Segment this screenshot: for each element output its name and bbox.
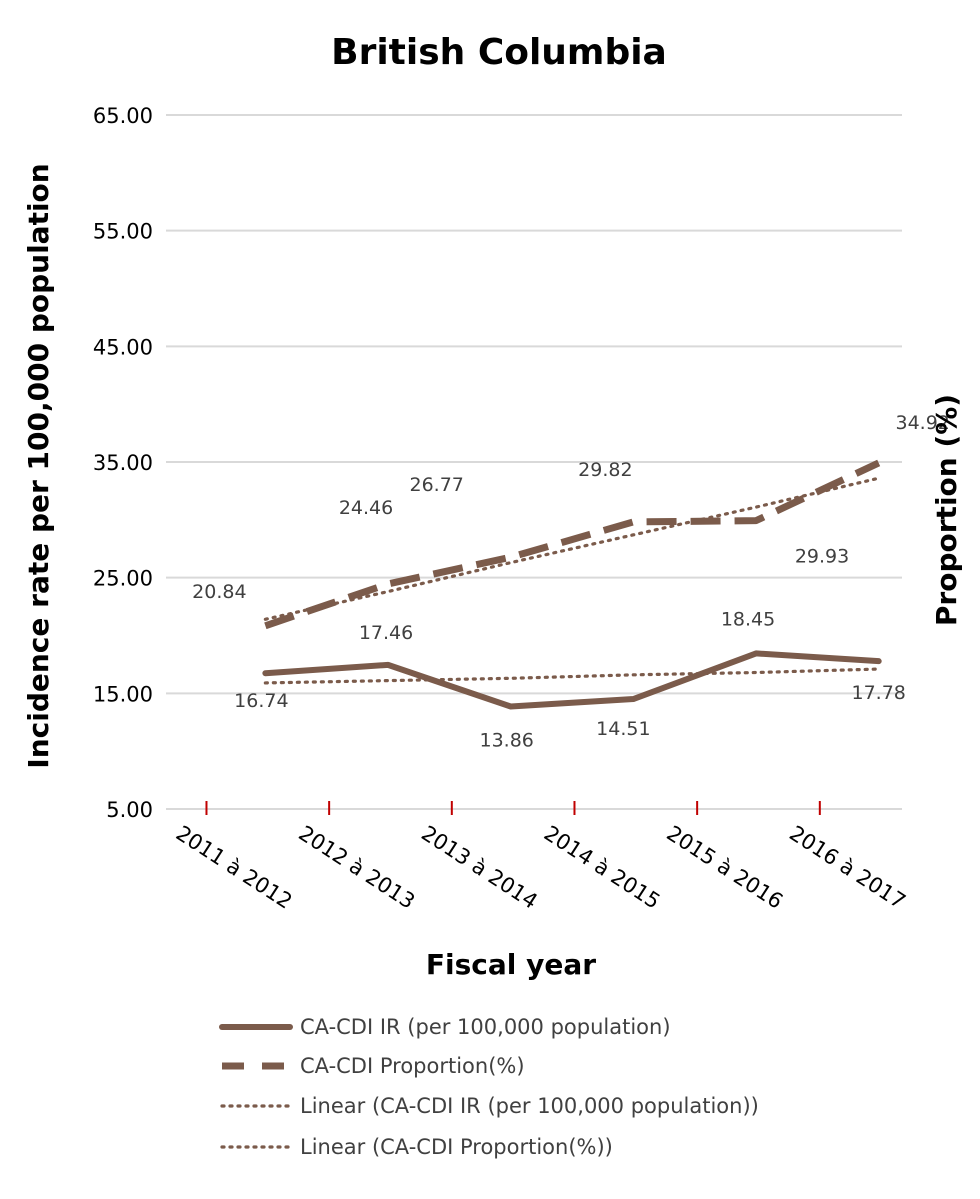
y-tick-label: 25.00 <box>93 567 153 591</box>
legend-item-proportion-linear-label: Linear (CA-CDI Proportion(%)) <box>300 1135 613 1159</box>
data-labels: 16.74 17.46 13.86 14.51 18.45 17.78 20.84 24.46… <box>192 412 950 752</box>
x-tick-label: 2011 à 2012 <box>172 821 297 914</box>
legend: CA-CDI IR (per 100,000 population) CA-CDI… <box>219 1015 759 1159</box>
y-tick-label: 35.00 <box>93 451 153 475</box>
proportion-line <box>264 459 881 630</box>
x-tick-label: 2013 à 2014 <box>417 821 542 914</box>
proportion-trendline <box>263 476 881 621</box>
y-tick-label: 15.00 <box>93 682 153 706</box>
proportion-data-label: 29.82 <box>578 459 632 481</box>
proportion-data-label: 20.84 <box>192 581 246 603</box>
y-axis-title: Incidence rate per 100,000 population <box>22 163 55 768</box>
y-tick-label: 55.00 <box>93 220 153 244</box>
gridlines <box>166 114 902 810</box>
chart-title: British Columbia <box>331 32 667 73</box>
ir-line <box>262 650 882 710</box>
y-tick-label: 65.00 <box>93 104 153 128</box>
legend-item-ir-label: CA-CDI IR (per 100,000 population) <box>300 1015 671 1039</box>
ir-data-label: 13.86 <box>479 730 533 752</box>
ir-trendline <box>263 667 881 685</box>
x-axis-title: Fiscal year <box>426 948 596 981</box>
y2-axis-title: Proportion (%) <box>930 394 963 626</box>
series-lines <box>262 459 882 710</box>
y-tick-label: 5.00 <box>106 798 153 822</box>
x-tick-label: 2014 à 2015 <box>540 821 665 914</box>
proportion-data-label: 34.92 <box>895 412 949 434</box>
x-tick-label: 2016 à 2017 <box>785 821 910 914</box>
proportion-data-label: 29.93 <box>795 546 849 568</box>
y-axis-ticks: 5.00 15.00 25.00 35.00 45.00 55.00 65.00 <box>93 104 153 822</box>
proportion-data-label: 24.46 <box>339 497 393 519</box>
ir-data-label: 17.46 <box>359 622 413 644</box>
x-tick-label: 2015 à 2016 <box>662 821 787 914</box>
ir-data-label: 18.45 <box>721 608 775 630</box>
legend-item-ir-linear-label: Linear (CA-CDI IR (per 100,000 populatio… <box>300 1094 759 1118</box>
ir-data-label: 17.78 <box>851 682 905 704</box>
ir-data-label: 14.51 <box>596 718 650 740</box>
proportion-data-label: 26.77 <box>409 474 463 496</box>
y-tick-label: 45.00 <box>93 335 153 359</box>
ir-data-label: 16.74 <box>234 690 288 712</box>
x-tick-label: 2012 à 2013 <box>294 821 419 914</box>
legend-item-proportion-label: CA-CDI Proportion(%) <box>300 1054 525 1078</box>
